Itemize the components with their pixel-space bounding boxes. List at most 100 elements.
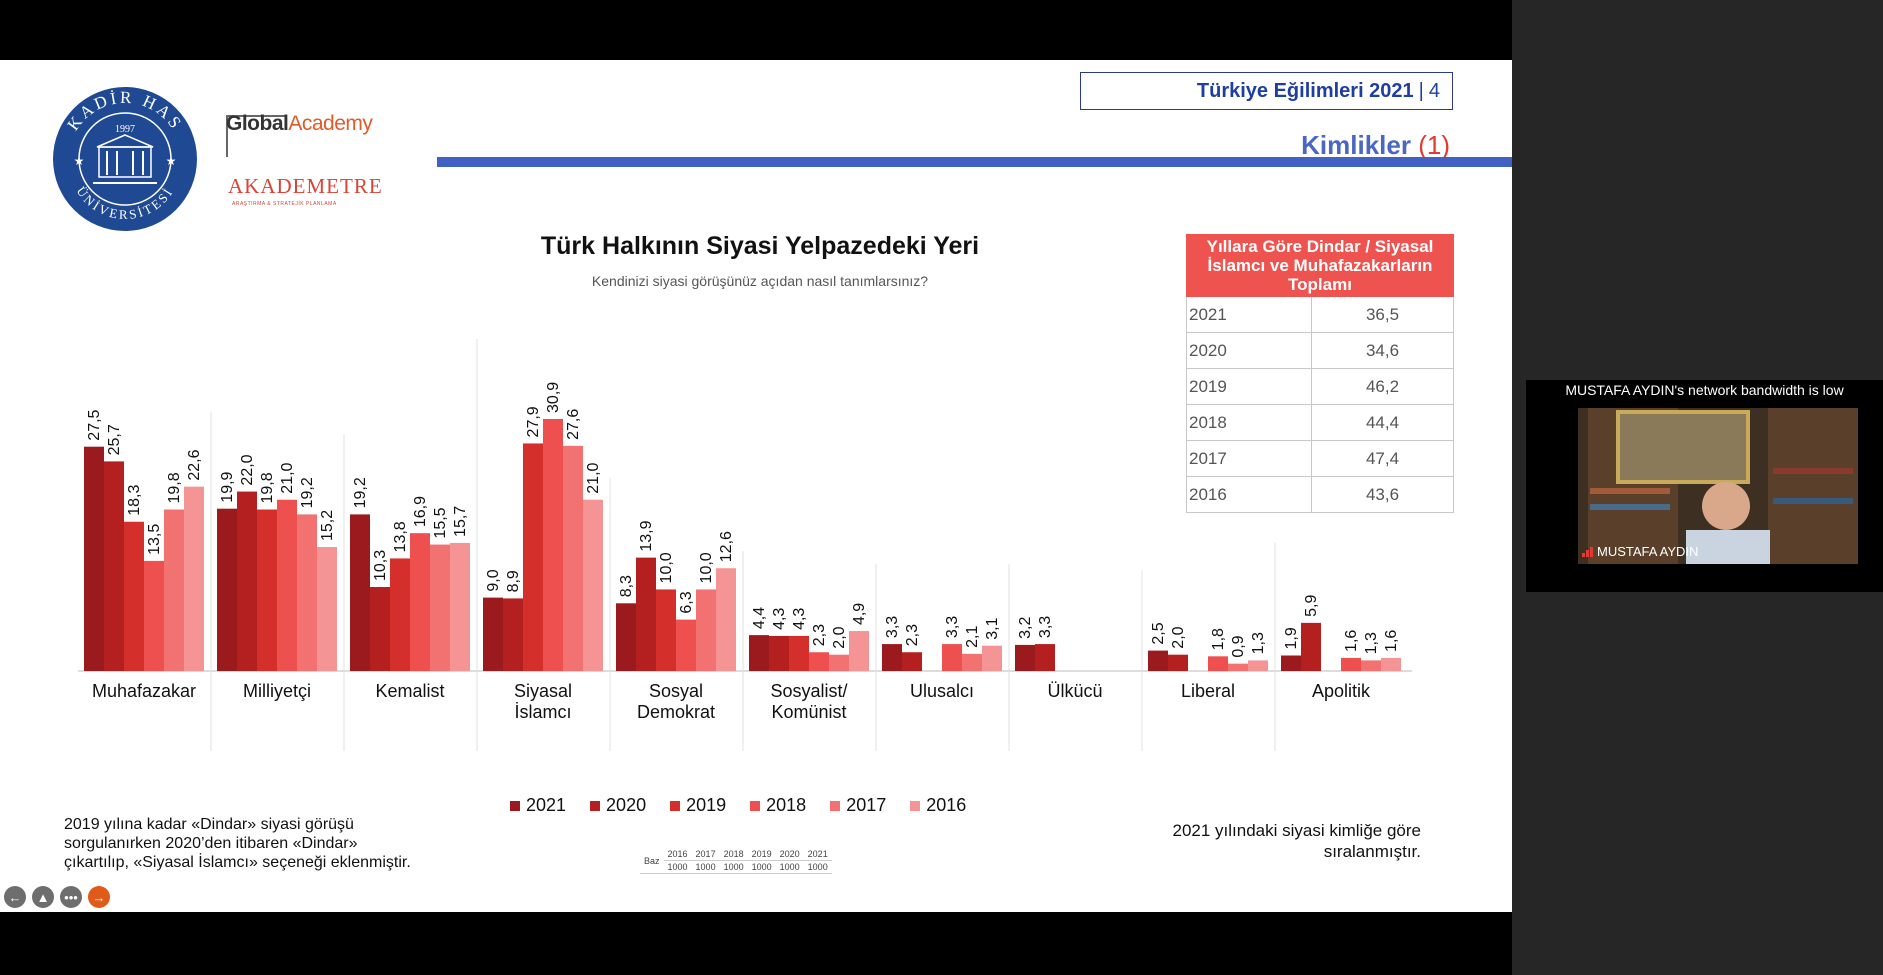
bar <box>370 586 390 671</box>
data-label: 21,0 <box>279 462 296 493</box>
bar <box>769 635 789 671</box>
data-label: 0,9 <box>1230 635 1247 657</box>
data-label: 30,9 <box>545 382 562 413</box>
category-label: Demokrat <box>637 702 715 722</box>
base-year: 2020 <box>775 848 804 861</box>
legend-label: 2018 <box>766 795 807 815</box>
base-count: 1000 <box>747 860 776 874</box>
bar <box>942 644 962 671</box>
forward-arrow-icon[interactable]: → <box>88 886 110 908</box>
participant-video[interactable]: MUSTAFA AYDIN <box>1578 408 1858 564</box>
bar <box>144 560 164 671</box>
participant-video-panel[interactable]: MUSTAFA AYDIN's network bandwidth is low… <box>1526 380 1883 592</box>
data-label: 6,3 <box>678 591 695 613</box>
bar <box>1301 622 1321 671</box>
svg-text:★: ★ <box>166 154 177 168</box>
base-year: 2017 <box>691 848 720 861</box>
table-row: 2018 44,4 <box>1186 405 1454 441</box>
slide-page-number: 4 <box>1428 79 1440 102</box>
bar <box>676 619 696 671</box>
bar <box>1281 655 1301 671</box>
bar <box>696 589 716 671</box>
table-year: 2019 <box>1187 369 1312 404</box>
kadir-has-university-logo: KADİR HAS ÜNİVERSİTESİ 1997 ★ ★ <box>53 87 197 231</box>
base-count: 1000 <box>663 860 692 874</box>
slide-header: Türkiye Eğilimleri 2021 | 4 <box>1080 72 1453 110</box>
more-icon[interactable]: ••• <box>60 886 82 908</box>
legend-swatch <box>910 800 921 811</box>
bar <box>1361 660 1381 671</box>
data-label: 2,0 <box>831 626 848 648</box>
bar <box>84 446 104 671</box>
global-academy-bracket <box>226 115 286 157</box>
bar <box>503 598 523 671</box>
bar <box>483 597 503 671</box>
section-title: Kimlikler (1) <box>1260 130 1450 161</box>
slideshow-controls: ← ▲ ••• → <box>4 886 110 908</box>
table-row: 2020 34,6 <box>1186 333 1454 369</box>
akademetre-logo-subtitle: ARAŞTIRMA & STRATEJİK PLANLAMA <box>232 201 337 207</box>
table-value: 47,4 <box>1365 449 1400 468</box>
participant-name-text: MUSTAFA AYDIN <box>1597 544 1699 559</box>
bar <box>1341 657 1361 671</box>
bar <box>277 499 297 671</box>
top-black-bar <box>0 0 1512 60</box>
bar <box>563 445 583 671</box>
bar <box>450 542 470 671</box>
legend-item: 2020 <box>590 795 646 816</box>
data-label: 1,6 <box>1343 630 1360 652</box>
table-value: 36,5 <box>1365 305 1400 324</box>
legend-swatch <box>830 800 841 811</box>
bar <box>789 635 809 671</box>
data-label: 4,4 <box>751 607 768 629</box>
bar <box>257 509 277 671</box>
table-row: 2019 46,2 <box>1186 369 1454 405</box>
bar <box>543 418 563 671</box>
data-label: 8,9 <box>505 570 522 592</box>
totals-table-header: Yıllara Göre Dindar / Siyasal İslamcı ve… <box>1186 234 1454 297</box>
data-label: 1,6 <box>1383 630 1400 652</box>
data-label: 13,5 <box>146 524 163 555</box>
bar <box>849 631 869 671</box>
back-arrow-icon[interactable]: ← <box>4 886 26 908</box>
data-label: 16,9 <box>412 496 429 527</box>
bar <box>636 557 656 671</box>
data-label: 19,2 <box>352 477 369 508</box>
bar <box>809 652 829 671</box>
data-label: 10,0 <box>658 552 675 583</box>
global-academy-logo: GlobalAcademy <box>226 112 373 136</box>
bar-chart: 27,5 25,718,313,519,822,6Muhafazakar19,92… <box>78 338 1412 751</box>
data-label: 1,3 <box>1363 632 1380 654</box>
bar <box>390 558 410 671</box>
legend-item: 2017 <box>830 795 886 816</box>
legend-swatch <box>670 800 681 811</box>
video-feed-image <box>1578 408 1858 564</box>
bar <box>716 568 736 671</box>
data-label: 19,9 <box>219 471 236 502</box>
base-count: 1000 <box>775 860 804 874</box>
legend-item: 2016 <box>910 795 966 816</box>
data-label: 13,9 <box>638 520 655 551</box>
category-label: İslamcı <box>514 702 571 722</box>
chart-title: Türk Halkının Siyasi Yelpazedeki Yeri <box>540 232 980 260</box>
data-label: 22,0 <box>239 454 256 485</box>
data-label: 5,9 <box>1303 595 1320 617</box>
pen-icon[interactable]: ▲ <box>32 886 54 908</box>
legend-item: 2021 <box>510 795 566 816</box>
legend-label: 2020 <box>606 795 647 815</box>
data-label: 15,5 <box>432 507 449 538</box>
bar <box>297 514 317 671</box>
table-row: 2016 43,6 <box>1186 477 1454 513</box>
data-label: 1,3 <box>1250 632 1267 654</box>
table-year: 2018 <box>1187 405 1312 440</box>
table-value: 43,6 <box>1365 485 1400 504</box>
data-label: 8,3 <box>618 575 635 597</box>
data-label: 19,8 <box>166 472 183 503</box>
slide-header-title: Türkiye Eğilimleri 2021 <box>1196 79 1414 102</box>
data-label: 1,8 <box>1210 628 1227 650</box>
global-academy-logo-academy: Academy <box>288 112 373 135</box>
data-label: 4,3 <box>791 608 808 630</box>
table-year: 2017 <box>1187 441 1312 476</box>
data-label: 25,7 <box>106 424 123 455</box>
category-label: Apolitik <box>1312 681 1371 701</box>
